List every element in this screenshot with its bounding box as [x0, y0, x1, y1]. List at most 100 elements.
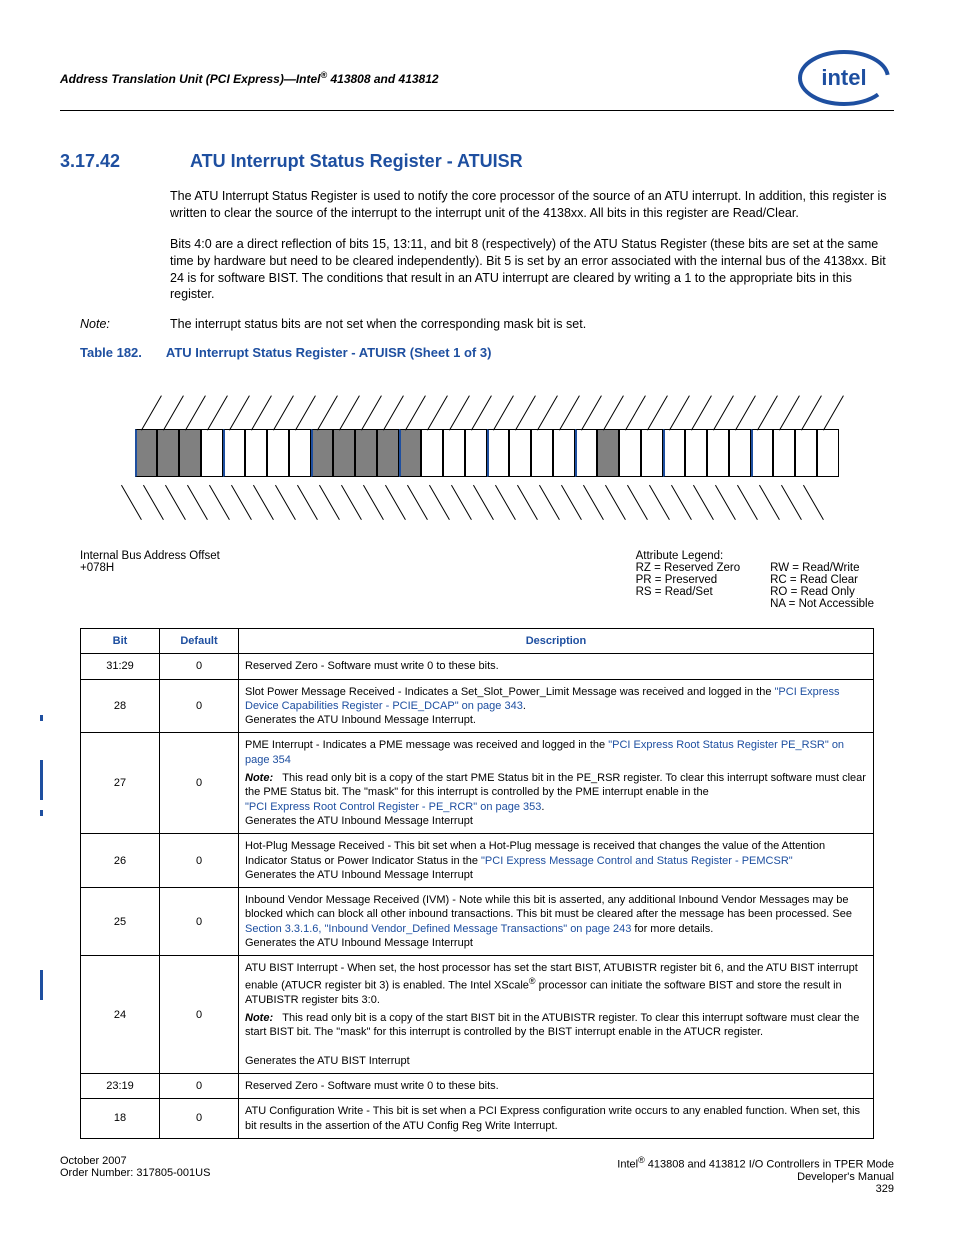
- address-offset: Internal Bus Address Offset +078H: [80, 550, 220, 610]
- note-label: Note:: [80, 317, 170, 331]
- desc-cell: Slot Power Message Received - Indicates …: [239, 679, 874, 733]
- bit-cell: [553, 429, 575, 477]
- bit-cell: [157, 429, 179, 477]
- change-bar: [40, 760, 43, 800]
- default-cell: 0: [160, 1099, 239, 1139]
- bit-cell: [223, 429, 245, 477]
- table-row: 31:290Reserved Zero - Software must writ…: [81, 654, 874, 679]
- default-cell: 0: [160, 888, 239, 956]
- change-bar: [40, 715, 43, 721]
- table-row: 270PME Interrupt - Indicates a PME messa…: [81, 733, 874, 834]
- bit-cell: [751, 429, 773, 477]
- desc-cell: Hot-Plug Message Received - This bit set…: [239, 834, 874, 888]
- section-heading: 3.17.42 ATU Interrupt Status Register - …: [60, 151, 894, 172]
- bit-cell: [773, 429, 795, 477]
- bit-cell: [729, 429, 751, 477]
- page: Address Translation Unit (PCI Express)—I…: [0, 0, 954, 1235]
- footer-left: October 2007Order Number: 317805-001US: [60, 1155, 210, 1195]
- desc-cell: ATU BIST Interrupt - When set, the host …: [239, 956, 874, 1074]
- desc-cell: Inbound Vendor Message Received (IVM) - …: [239, 888, 874, 956]
- body-paragraph: The ATU Interrupt Status Register is use…: [170, 188, 894, 222]
- bit-cell: [267, 429, 289, 477]
- desc-cell: Reserved Zero - Software must write 0 to…: [239, 654, 874, 679]
- change-bar: [40, 810, 43, 816]
- bit-cell: [421, 429, 443, 477]
- bit-cell: [619, 429, 641, 477]
- change-bar: [40, 970, 43, 1000]
- section-number: 3.17.42: [60, 151, 150, 172]
- bit-cell: [201, 429, 223, 477]
- table-row: 250Inbound Vendor Message Received (IVM)…: [81, 888, 874, 956]
- col-header: Description: [239, 629, 874, 654]
- note-block: Note: The interrupt status bits are not …: [80, 317, 894, 331]
- bit-cell: [179, 429, 201, 477]
- bit-diagram: [80, 370, 894, 540]
- table-row: 23:190Reserved Zero - Software must writ…: [81, 1074, 874, 1099]
- default-cell: 0: [160, 733, 239, 834]
- body-paragraph: Bits 4:0 are a direct reflection of bits…: [170, 236, 894, 304]
- section-title: ATU Interrupt Status Register - ATUISR: [190, 151, 523, 172]
- bit-cell: [707, 429, 729, 477]
- table-title: ATU Interrupt Status Register - ATUISR (…: [166, 345, 492, 360]
- bit-cell: 25: [81, 888, 160, 956]
- bit-cell: [355, 429, 377, 477]
- bit-cell: [289, 429, 311, 477]
- desc-cell: ATU Configuration Write - This bit is se…: [239, 1099, 874, 1139]
- default-cell: 0: [160, 834, 239, 888]
- bit-cell: 24: [81, 956, 160, 1074]
- doc-link[interactable]: "PCI Express Device Capabilities Registe…: [245, 686, 840, 712]
- bit-cell: [685, 429, 707, 477]
- bit-cell: [663, 429, 685, 477]
- default-cell: 0: [160, 1074, 239, 1099]
- default-cell: 0: [160, 654, 239, 679]
- bit-cell: 18: [81, 1099, 160, 1139]
- bit-cell: [465, 429, 487, 477]
- table-number: Table 182.: [80, 345, 142, 360]
- bit-cell: [377, 429, 399, 477]
- bit-cell: [817, 429, 839, 477]
- table-caption: Table 182. ATU Interrupt Status Register…: [80, 345, 894, 360]
- bit-cell: 27: [81, 733, 160, 834]
- desc-cell: Reserved Zero - Software must write 0 to…: [239, 1074, 874, 1099]
- bit-cell: [597, 429, 619, 477]
- bit-cell: [311, 429, 333, 477]
- footer-right: Intel® 413808 and 413812 I/O Controllers…: [617, 1155, 894, 1195]
- header-doc-title: Address Translation Unit (PCI Express)—I…: [60, 70, 439, 86]
- default-cell: 0: [160, 956, 239, 1074]
- page-header: Address Translation Unit (PCI Express)—I…: [60, 48, 894, 111]
- table-row: 280Slot Power Message Received - Indicat…: [81, 679, 874, 733]
- intel-logo: intel: [794, 48, 894, 108]
- desc-cell: PME Interrupt - Indicates a PME message …: [239, 733, 874, 834]
- table-row: 240ATU BIST Interrupt - When set, the ho…: [81, 956, 874, 1074]
- bit-cell: 26: [81, 834, 160, 888]
- bit-cell: 31:29: [81, 654, 160, 679]
- bit-cell: [135, 429, 157, 477]
- col-header: Default: [160, 629, 239, 654]
- table-row: 180ATU Configuration Write - This bit is…: [81, 1099, 874, 1139]
- bit-cell: [509, 429, 531, 477]
- svg-text:intel: intel: [821, 65, 866, 90]
- bit-cell: [575, 429, 597, 477]
- note-text: The interrupt status bits are not set wh…: [170, 317, 586, 331]
- bit-cell: [531, 429, 553, 477]
- table-row: 260Hot-Plug Message Received - This bit …: [81, 834, 874, 888]
- bit-cell: [641, 429, 663, 477]
- bit-cell: [399, 429, 421, 477]
- col-header: Bit: [81, 629, 160, 654]
- bit-cell: 23:19: [81, 1074, 160, 1099]
- diagram-meta: Internal Bus Address Offset +078H Attrib…: [80, 550, 874, 610]
- bit-cell: [443, 429, 465, 477]
- bit-cell: [795, 429, 817, 477]
- bit-cell: [333, 429, 355, 477]
- doc-link[interactable]: "PCI Express Root Status Register PE_RSR…: [245, 739, 844, 765]
- bit-cell: [245, 429, 267, 477]
- doc-link[interactable]: Section 3.3.1.6, "Inbound Vendor_Defined…: [245, 923, 631, 935]
- attribute-legend: Attribute Legend: RZ = Reserved ZeroPR =…: [636, 550, 874, 610]
- page-footer: October 2007Order Number: 317805-001US I…: [60, 1155, 894, 1195]
- bit-cell: 28: [81, 679, 160, 733]
- doc-link[interactable]: "PCI Express Root Control Register - PE_…: [245, 801, 541, 813]
- bit-cell: [487, 429, 509, 477]
- register-table: BitDefaultDescription 31:290Reserved Zer…: [80, 628, 874, 1139]
- doc-link[interactable]: "PCI Express Message Control and Status …: [481, 855, 793, 867]
- default-cell: 0: [160, 679, 239, 733]
